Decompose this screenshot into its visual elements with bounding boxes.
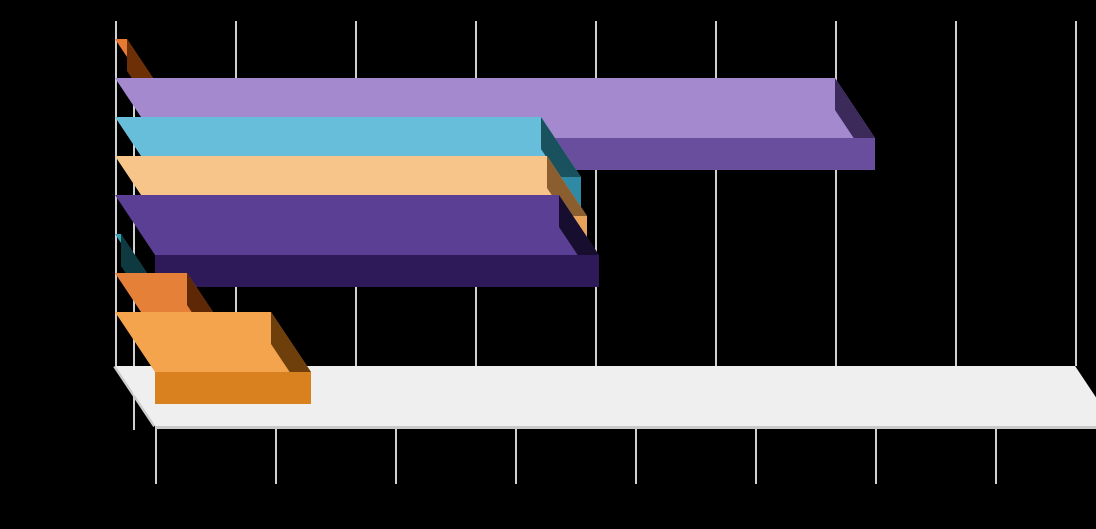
bar-front (155, 372, 311, 404)
chart-3d-bars (0, 0, 1096, 529)
